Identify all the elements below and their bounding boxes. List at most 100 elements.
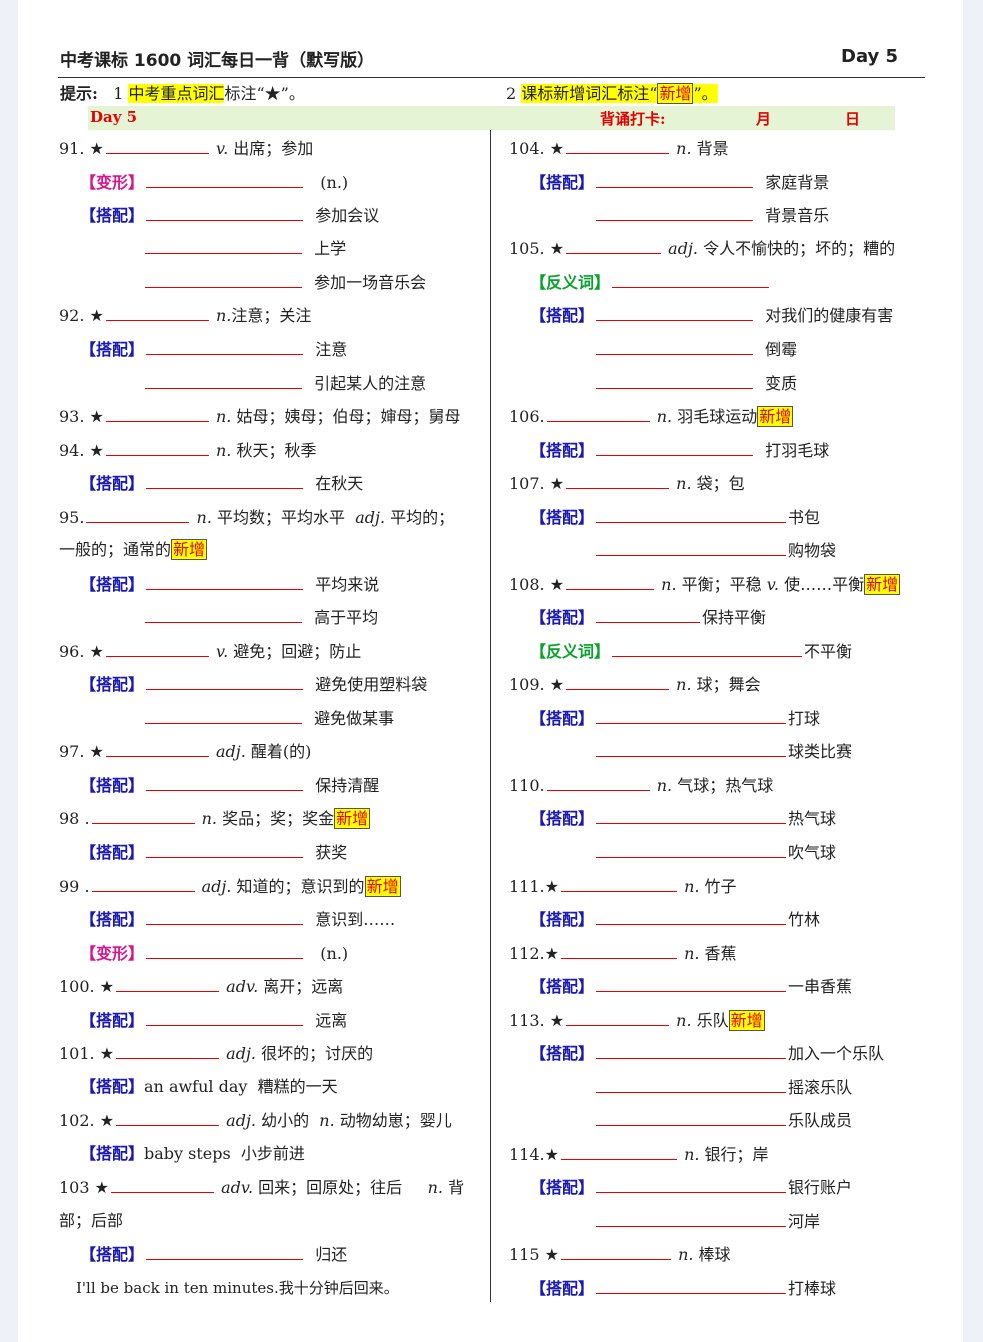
answer-blank[interactable] (91, 875, 195, 892)
answer-blank[interactable] (596, 1210, 786, 1227)
answer-blank[interactable] (612, 271, 770, 288)
answer-blank[interactable] (560, 942, 677, 959)
new-badge: 新增 (864, 574, 901, 595)
answer-blank[interactable] (146, 171, 304, 188)
answer-blank[interactable] (596, 606, 701, 623)
answer-blank[interactable] (566, 137, 670, 154)
answer-blank[interactable] (116, 975, 220, 992)
answer-blank[interactable] (116, 1109, 220, 1126)
answer-blank[interactable] (596, 539, 786, 556)
answer-blank[interactable] (596, 975, 787, 992)
answer-blank[interactable] (566, 1009, 670, 1026)
new-words-highlight: 课标新增词汇标注“ (521, 84, 658, 103)
answer-blank[interactable] (566, 237, 662, 254)
new-badge: 新增 (364, 876, 401, 897)
answer-blank[interactable] (596, 338, 753, 355)
collocation-meaning: 银行账户 (788, 1178, 853, 1197)
answer-blank[interactable] (145, 606, 302, 623)
answer-blank[interactable] (596, 908, 787, 925)
answer-blank[interactable] (145, 372, 302, 389)
part-of-speech: n. (676, 1011, 692, 1030)
entry-number: 98 . (59, 809, 90, 828)
collocation-row: 【搭配】 热气球 (530, 807, 836, 830)
answer-blank[interactable] (146, 1243, 304, 1260)
answer-blank[interactable] (596, 1076, 786, 1093)
answer-blank[interactable] (116, 1042, 220, 1059)
collocation-meaning: 保持平衡 (702, 608, 767, 627)
collocation-tag: 【搭配】 (80, 1144, 145, 1163)
header-rule (58, 77, 925, 78)
answer-blank[interactable] (566, 573, 655, 590)
answer-blank[interactable] (91, 807, 195, 824)
meaning: 银行；岸 (704, 1145, 769, 1164)
answer-blank[interactable] (566, 673, 670, 690)
answer-blank[interactable] (105, 439, 209, 456)
answer-blank[interactable] (105, 740, 209, 757)
answer-blank[interactable] (145, 707, 302, 724)
answer-blank[interactable] (146, 841, 304, 858)
answer-blank[interactable] (596, 841, 786, 858)
answer-blank[interactable] (146, 942, 304, 959)
answer-blank[interactable] (145, 271, 302, 288)
answer-blank[interactable] (560, 875, 677, 892)
answer-blank[interactable] (146, 472, 304, 489)
collocation-meaning: 吹气球 (788, 843, 837, 862)
worksheet-page: 中考课标 1600 词汇每日一背（默写版） Day 5 提示: 1 中考重点词汇… (18, 0, 963, 1342)
answer-blank[interactable] (145, 237, 302, 254)
answer-blank[interactable] (105, 405, 209, 422)
answer-blank[interactable] (105, 304, 209, 321)
collocation-row: 引起某人的注意 (143, 372, 426, 395)
collocation-meaning: 归还 (315, 1245, 348, 1264)
collocation-row: 购物袋 (594, 539, 836, 562)
collocation-tag: 【搭配】 (80, 776, 145, 795)
collocation-meaning: 对我们的健康有害 (765, 306, 894, 325)
meaning: 部；后部 (59, 1211, 124, 1230)
answer-blank[interactable] (596, 1042, 787, 1059)
answer-blank[interactable] (146, 1009, 304, 1026)
collocation-meaning: 糟糕的一天 (257, 1077, 338, 1096)
answer-blank[interactable] (612, 640, 803, 657)
answer-blank[interactable] (596, 807, 787, 824)
answer-blank[interactable] (596, 304, 754, 321)
collocation-meaning: 在秋天 (315, 474, 364, 493)
answer-blank[interactable] (596, 204, 753, 221)
entry-number: 112.★ (509, 944, 559, 963)
collocation-row: 【搭配】 打球 (530, 707, 820, 730)
month-label: 月 (756, 110, 772, 128)
entry-number: 95. (59, 508, 85, 527)
answer-blank[interactable] (110, 1176, 214, 1193)
answer-blank[interactable] (596, 740, 786, 757)
answer-blank[interactable] (596, 1277, 787, 1294)
answer-blank[interactable] (105, 137, 209, 154)
answer-blank[interactable] (146, 673, 304, 690)
answer-blank[interactable] (146, 573, 304, 590)
answer-blank[interactable] (146, 338, 304, 355)
answer-blank[interactable] (566, 472, 670, 489)
collocation-meaning: 参加会议 (315, 206, 380, 225)
answer-blank[interactable] (86, 506, 190, 523)
variation-hint: (n.) (320, 173, 349, 192)
word-entry-109: 109. ★ n. 球；舞会 (509, 673, 761, 696)
entry-number: 105. ★ (509, 239, 565, 258)
entry-number: 93. ★ (59, 407, 104, 426)
collocation-row: 摇滚乐队 (594, 1076, 852, 1099)
collocation-tag: 【搭配】 (80, 340, 145, 359)
answer-blank[interactable] (560, 1143, 677, 1160)
answer-blank[interactable] (105, 640, 209, 657)
answer-blank[interactable] (546, 774, 650, 791)
collocation-meaning: 购物袋 (788, 541, 837, 560)
answer-blank[interactable] (596, 1109, 786, 1126)
answer-blank[interactable] (596, 1176, 787, 1193)
answer-blank[interactable] (596, 372, 753, 389)
answer-blank[interactable] (596, 707, 787, 724)
answer-blank[interactable] (596, 506, 787, 523)
answer-blank[interactable] (146, 908, 304, 925)
answer-blank[interactable] (146, 774, 304, 791)
answer-blank[interactable] (560, 1243, 671, 1260)
part-of-speech: adj. (226, 1111, 256, 1130)
date-label: 日 (845, 110, 861, 128)
answer-blank[interactable] (546, 405, 650, 422)
answer-blank[interactable] (146, 204, 304, 221)
answer-blank[interactable] (596, 439, 754, 456)
answer-blank[interactable] (596, 171, 754, 188)
